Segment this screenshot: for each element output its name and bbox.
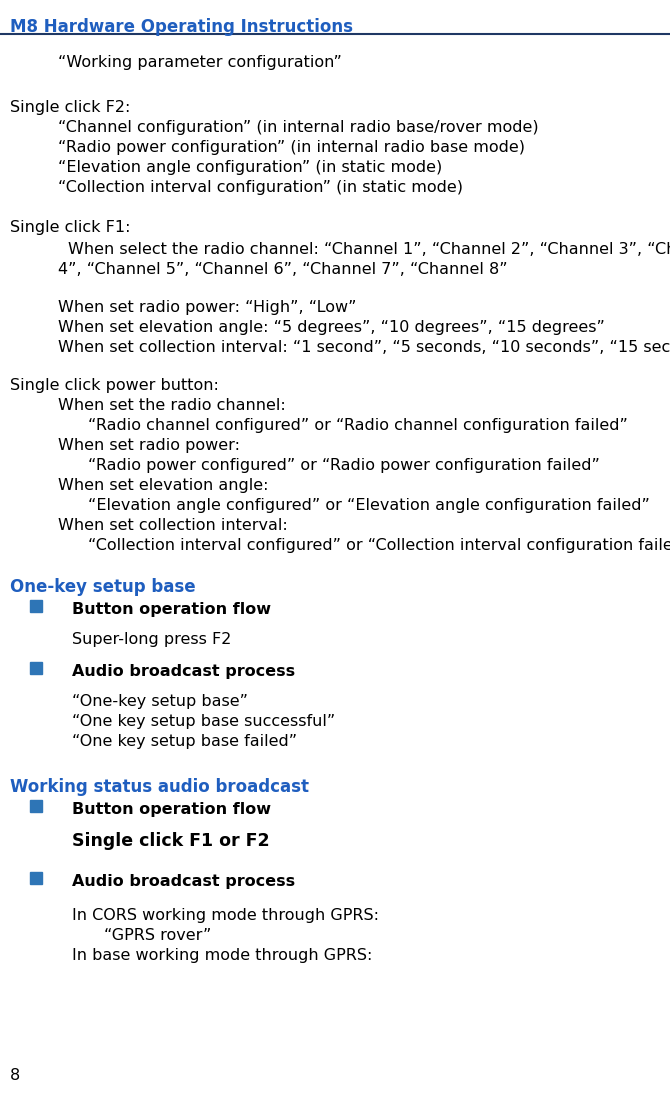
Text: In base working mode through GPRS:: In base working mode through GPRS: (72, 948, 373, 963)
Text: Audio broadcast process: Audio broadcast process (72, 874, 295, 889)
Bar (30, 800, 42, 812)
Text: “Radio power configured” or “Radio power configuration failed”: “Radio power configured” or “Radio power… (88, 459, 600, 473)
Text: “Channel configuration” (in internal radio base/rover mode): “Channel configuration” (in internal rad… (58, 120, 539, 135)
Text: When select the radio channel: “Channel 1”, “Channel 2”, “Channel 3”, “Channel: When select the radio channel: “Channel … (68, 242, 670, 257)
Bar (30, 600, 42, 612)
Text: “Radio channel configured” or “Radio channel configuration failed”: “Radio channel configured” or “Radio cha… (88, 418, 628, 433)
Bar (30, 872, 42, 884)
Text: When set collection interval:: When set collection interval: (58, 518, 287, 533)
Text: 4”, “Channel 5”, “Channel 6”, “Channel 7”, “Channel 8”: 4”, “Channel 5”, “Channel 6”, “Channel 7… (58, 262, 508, 278)
Text: Button operation flow: Button operation flow (72, 602, 271, 617)
Text: “Collection interval configured” or “Collection interval configuration failed”: “Collection interval configured” or “Col… (88, 538, 670, 553)
Text: “One-key setup base”: “One-key setup base” (72, 694, 248, 709)
Text: “Collection interval configuration” (in static mode): “Collection interval configuration” (in … (58, 180, 463, 195)
Text: “GPRS rover”: “GPRS rover” (104, 928, 211, 943)
Text: “Elevation angle configured” or “Elevation angle configuration failed”: “Elevation angle configured” or “Elevati… (88, 498, 650, 513)
Text: In CORS working mode through GPRS:: In CORS working mode through GPRS: (72, 908, 379, 923)
Text: “Elevation angle configuration” (in static mode): “Elevation angle configuration” (in stat… (58, 160, 442, 176)
Text: Super-long press F2: Super-long press F2 (72, 632, 231, 647)
Text: “One key setup base failed”: “One key setup base failed” (72, 734, 297, 749)
Text: Single click F1 or F2: Single click F1 or F2 (72, 832, 269, 850)
Text: “One key setup base successful”: “One key setup base successful” (72, 714, 335, 730)
Text: Single click power button:: Single click power button: (10, 378, 219, 393)
Text: Single click F1:: Single click F1: (10, 220, 131, 235)
Text: When set radio power: “High”, “Low”: When set radio power: “High”, “Low” (58, 299, 356, 315)
Text: “Radio power configuration” (in internal radio base mode): “Radio power configuration” (in internal… (58, 140, 525, 155)
Text: 8: 8 (10, 1068, 20, 1083)
Text: Single click F2:: Single click F2: (10, 100, 131, 115)
Text: One-key setup base: One-key setup base (10, 578, 196, 596)
Text: When set the radio channel:: When set the radio channel: (58, 398, 285, 412)
Text: Audio broadcast process: Audio broadcast process (72, 664, 295, 679)
Text: Button operation flow: Button operation flow (72, 802, 271, 817)
Text: When set radio power:: When set radio power: (58, 438, 240, 453)
Text: When set elevation angle: “5 degrees”, “10 degrees”, “15 degrees”: When set elevation angle: “5 degrees”, “… (58, 320, 605, 335)
Text: M8 Hardware Operating Instructions: M8 Hardware Operating Instructions (10, 18, 353, 36)
Text: Working status audio broadcast: Working status audio broadcast (10, 778, 309, 796)
Bar (30, 661, 42, 674)
Text: When set collection interval: “1 second”, “5 seconds, “10 seconds”, “15 seconds”: When set collection interval: “1 second”… (58, 340, 670, 355)
Text: “Working parameter configuration”: “Working parameter configuration” (58, 55, 342, 70)
Text: When set elevation angle:: When set elevation angle: (58, 478, 269, 493)
